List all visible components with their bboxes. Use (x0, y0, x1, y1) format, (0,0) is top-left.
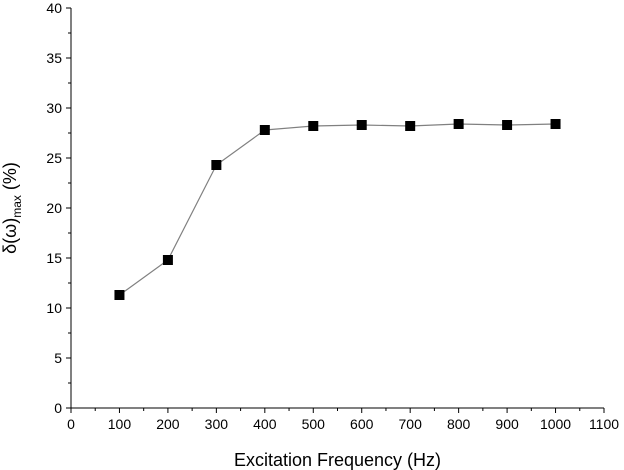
series (114, 119, 561, 300)
y-tick-label: 20 (46, 200, 62, 216)
x-tick-label: 400 (253, 416, 277, 432)
y-tick-label: 25 (46, 150, 62, 166)
y-axis-title-main: δ(ω) (0, 218, 20, 254)
x-tick-label: 300 (205, 416, 229, 432)
x-ticks: 0 100 200 300 400 500 600 700 800 900 1000 1100 (67, 408, 619, 432)
series-line (119, 123, 556, 296)
y-tick-label: 5 (54, 350, 62, 366)
x-tick-label: 1000 (540, 416, 571, 432)
y-axis-title-suffix: (%) (0, 162, 20, 195)
data-point-marker (453, 119, 464, 129)
x-axis-title: Excitation Frequency (Hz) (234, 450, 441, 470)
data-point-marker (114, 290, 125, 300)
x-tick-label: 200 (156, 416, 180, 432)
x-tick-label: 600 (350, 416, 374, 432)
data-point-marker (259, 125, 270, 135)
y-tick-label: 0 (54, 400, 62, 416)
data-point-marker (550, 119, 561, 129)
x-tick-label: 0 (67, 416, 75, 432)
y-tick-label: 40 (46, 0, 62, 16)
x-tick-label: 900 (495, 416, 519, 432)
y-tick-label: 10 (46, 300, 62, 316)
y-tick-label: 30 (46, 100, 62, 116)
y-tick-label: 15 (46, 250, 62, 266)
x-tick-label: 1100 (589, 416, 619, 432)
x-tick-label: 700 (399, 416, 423, 432)
y-tick-label: 35 (46, 50, 62, 66)
data-point-marker (502, 120, 513, 130)
data-point-marker (405, 121, 416, 131)
x-tick-label: 500 (302, 416, 326, 432)
x-tick-label: 800 (447, 416, 471, 432)
data-point-marker (162, 255, 173, 265)
y-axis-title: δ(ω)max (%) (0, 162, 24, 254)
y-ticks: 0 5 10 15 20 25 30 35 40 (46, 0, 71, 416)
y-axis-title-subscript: max (10, 195, 24, 218)
data-point-marker (211, 160, 222, 170)
axes (70, 8, 604, 409)
data-point-marker (356, 120, 367, 130)
data-point-marker (308, 121, 319, 131)
x-tick-label: 100 (108, 416, 132, 432)
